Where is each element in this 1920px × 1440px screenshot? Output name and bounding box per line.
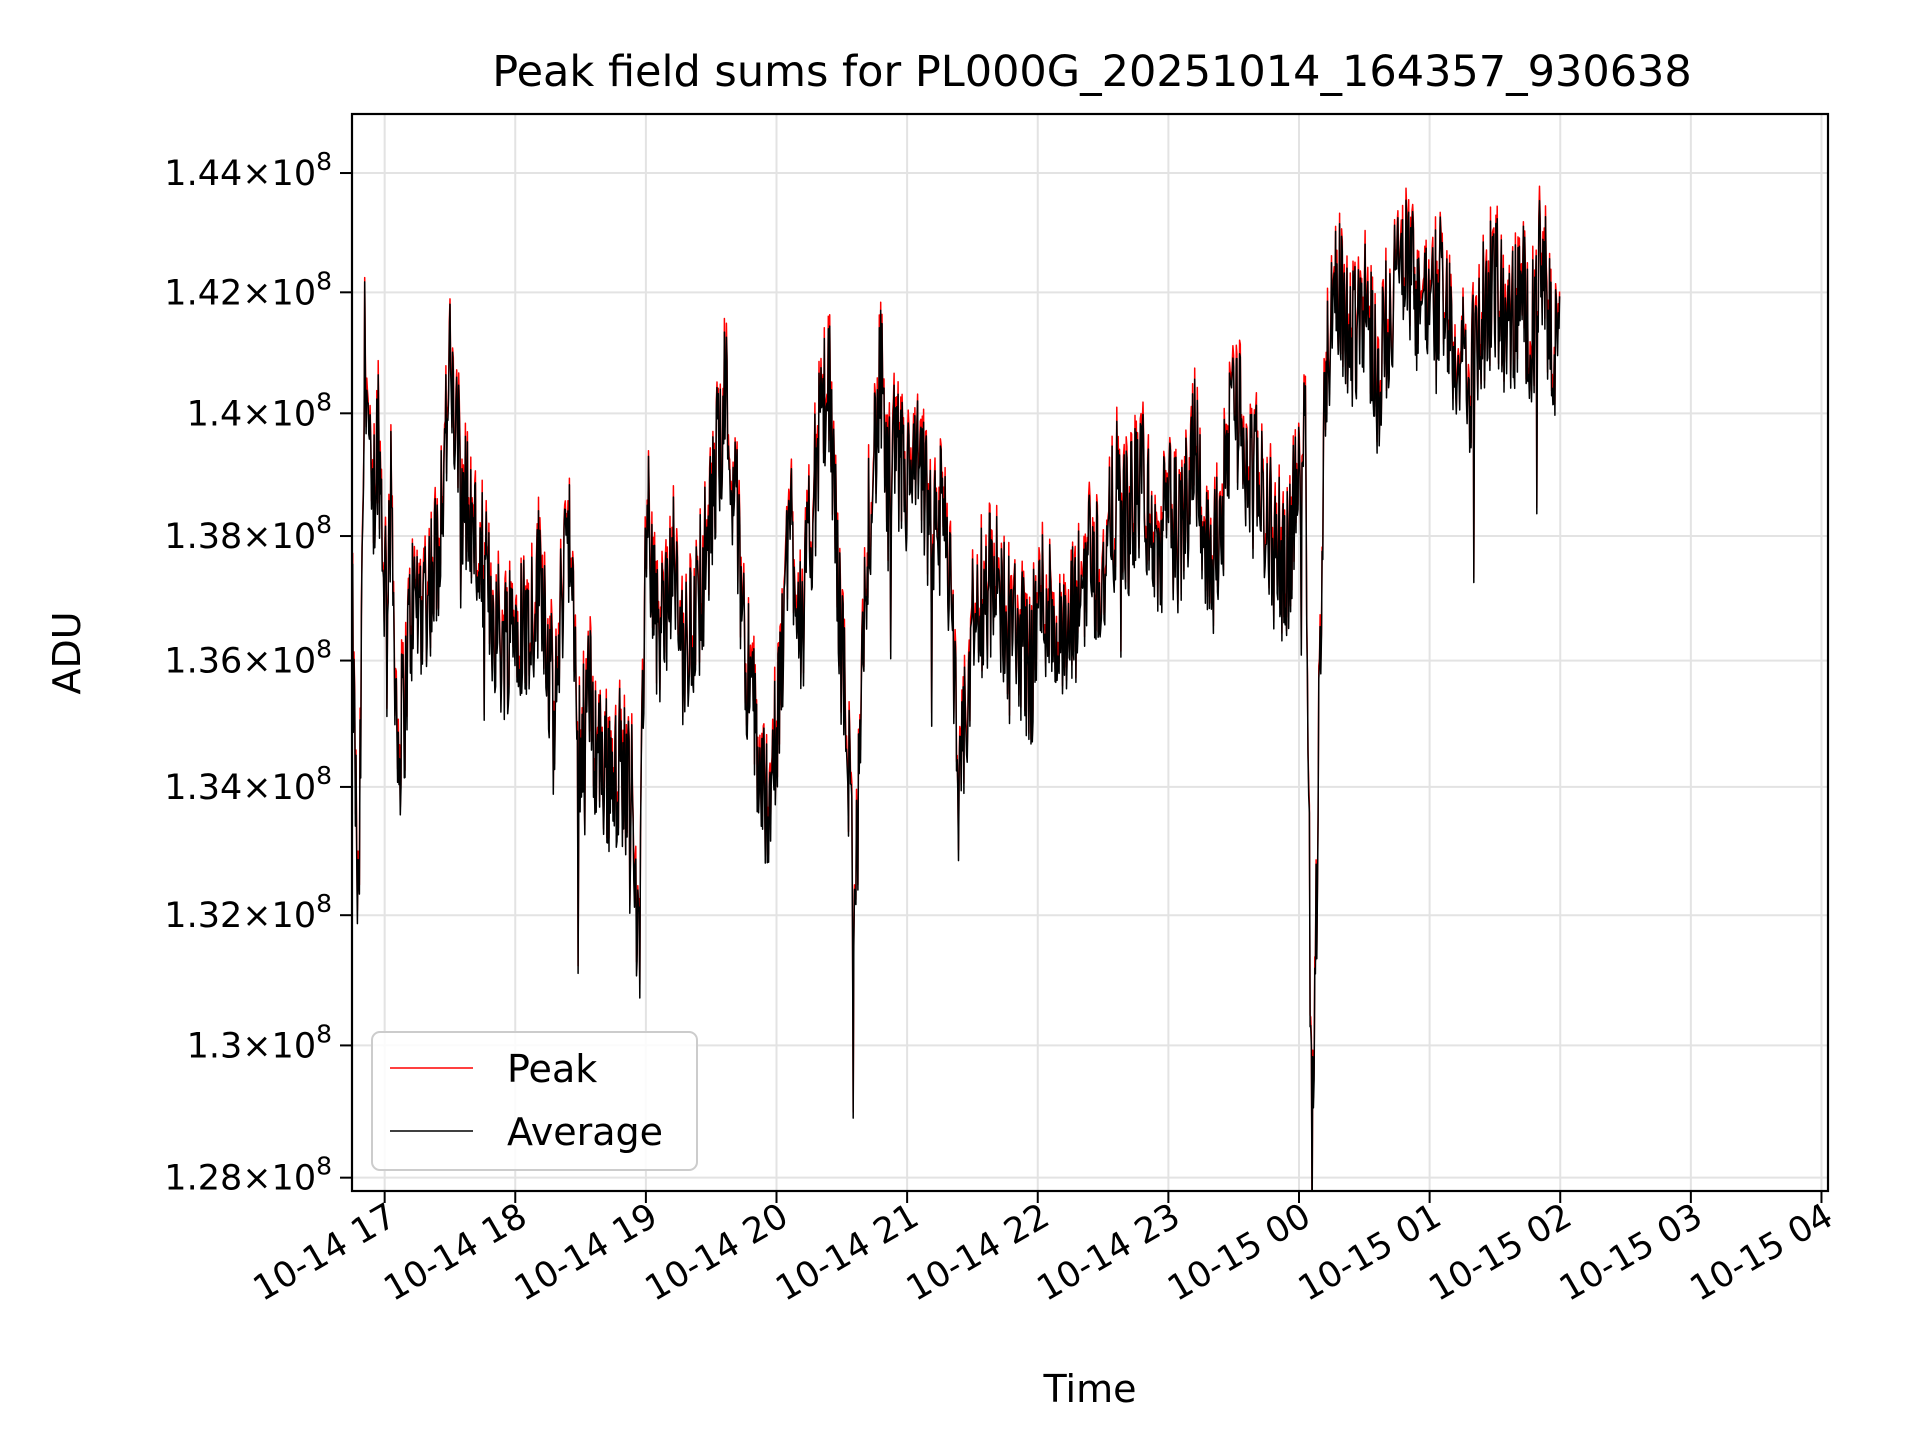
legend-box xyxy=(371,1031,698,1171)
y-tick-label: 1.42×108 xyxy=(164,266,332,313)
y-axis-label: ADU xyxy=(45,611,89,694)
y-tick-label: 1.32×108 xyxy=(164,889,332,936)
y-tick-label: 1.4×108 xyxy=(187,387,332,434)
legend: Peak Average xyxy=(371,1031,698,1171)
plot-series xyxy=(352,185,1561,1191)
chart-title: Peak field sums for PL000G_20251014_1643… xyxy=(492,47,1692,97)
y-tick-label: 1.44×108 xyxy=(164,147,332,194)
y-tick-label: 1.28×108 xyxy=(164,1152,332,1199)
legend-label-average: Average xyxy=(507,1110,663,1154)
y-tick-label: 1.3×108 xyxy=(187,1019,332,1066)
y-tick-label: 1.34×108 xyxy=(164,761,332,808)
y-tick-label: 1.36×108 xyxy=(164,635,332,682)
series-line-average xyxy=(352,199,1561,1191)
plot-frame xyxy=(350,112,1830,1193)
y-tick-label: 1.38×108 xyxy=(164,510,332,557)
x-axis-label: Time xyxy=(1043,1367,1137,1411)
y-axis-ticks: 1.28×108 1.3×108 1.32×108 1.34×108 1.36×108 1… xyxy=(164,147,352,1199)
legend-label-peak: Peak xyxy=(507,1047,597,1091)
